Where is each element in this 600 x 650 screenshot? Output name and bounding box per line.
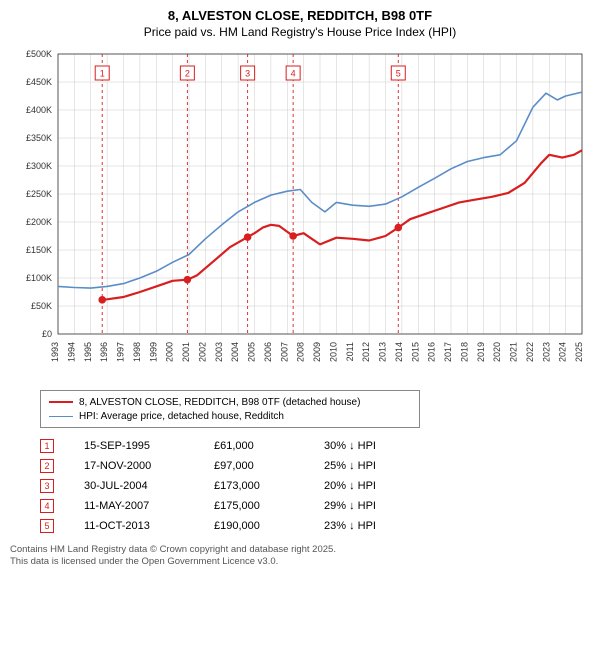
- svg-text:1: 1: [100, 69, 105, 79]
- sale-diff: 25% ↓ HPI: [324, 460, 414, 472]
- svg-text:2007: 2007: [279, 342, 289, 362]
- svg-text:2001: 2001: [181, 342, 191, 362]
- svg-text:2006: 2006: [263, 342, 273, 362]
- sale-marker: 1: [40, 439, 54, 453]
- svg-text:2020: 2020: [492, 342, 502, 362]
- legend-swatch: [49, 401, 73, 403]
- svg-text:£400K: £400K: [26, 105, 52, 115]
- sale-date: 11-OCT-2013: [84, 520, 184, 532]
- sale-diff: 20% ↓ HPI: [324, 480, 414, 492]
- title-line2: Price paid vs. HM Land Registry's House …: [10, 25, 590, 41]
- svg-text:2009: 2009: [312, 342, 322, 362]
- svg-text:1994: 1994: [66, 342, 76, 362]
- sale-date: 30-JUL-2004: [84, 480, 184, 492]
- sale-row: 5 11-OCT-2013 £190,000 23% ↓ HPI: [40, 516, 590, 536]
- svg-text:£200K: £200K: [26, 217, 52, 227]
- sale-marker: 3: [40, 479, 54, 493]
- svg-text:2010: 2010: [328, 342, 338, 362]
- svg-text:2016: 2016: [427, 342, 437, 362]
- svg-text:£500K: £500K: [26, 49, 52, 59]
- sale-price: £97,000: [214, 460, 294, 472]
- svg-text:£0: £0: [42, 329, 52, 339]
- svg-text:2019: 2019: [476, 342, 486, 362]
- sale-row: 3 30-JUL-2004 £173,000 20% ↓ HPI: [40, 476, 590, 496]
- svg-text:£50K: £50K: [31, 301, 52, 311]
- sale-diff: 23% ↓ HPI: [324, 520, 414, 532]
- footnote: Contains HM Land Registry data © Crown c…: [10, 544, 590, 567]
- svg-text:2004: 2004: [230, 342, 240, 362]
- chart-title: 8, ALVESTON CLOSE, REDDITCH, B98 0TF Pri…: [10, 8, 590, 40]
- price-chart: £0 £50K £100K £150K £200K £250K £300K £350K £400…: [10, 44, 590, 384]
- sale-marker: 4: [40, 499, 54, 513]
- svg-text:£100K: £100K: [26, 273, 52, 283]
- svg-text:1999: 1999: [148, 342, 158, 362]
- sale-marker: 5: [40, 519, 54, 533]
- svg-text:£450K: £450K: [26, 77, 52, 87]
- footnote-line1: Contains HM Land Registry data © Crown c…: [10, 544, 590, 555]
- svg-text:1995: 1995: [83, 342, 93, 362]
- svg-text:2000: 2000: [165, 342, 175, 362]
- sale-date: 15-SEP-1995: [84, 440, 184, 452]
- svg-text:2013: 2013: [378, 342, 388, 362]
- svg-text:1998: 1998: [132, 342, 142, 362]
- sale-price: £175,000: [214, 500, 294, 512]
- title-line1: 8, ALVESTON CLOSE, REDDITCH, B98 0TF: [10, 8, 590, 25]
- svg-text:2022: 2022: [525, 342, 535, 362]
- legend-label: 8, ALVESTON CLOSE, REDDITCH, B98 0TF (de…: [79, 397, 360, 408]
- sale-diff: 29% ↓ HPI: [324, 500, 414, 512]
- svg-text:1996: 1996: [99, 342, 109, 362]
- svg-text:4: 4: [291, 69, 296, 79]
- legend: 8, ALVESTON CLOSE, REDDITCH, B98 0TF (de…: [40, 390, 420, 428]
- legend-row: HPI: Average price, detached house, Redd…: [49, 409, 411, 423]
- svg-text:2015: 2015: [410, 342, 420, 362]
- svg-text:2008: 2008: [296, 342, 306, 362]
- svg-text:1997: 1997: [116, 342, 126, 362]
- svg-text:2025: 2025: [574, 342, 584, 362]
- sale-row: 4 11-MAY-2007 £175,000 29% ↓ HPI: [40, 496, 590, 516]
- svg-text:2: 2: [185, 69, 190, 79]
- sale-row: 1 15-SEP-1995 £61,000 30% ↓ HPI: [40, 436, 590, 456]
- svg-text:2011: 2011: [345, 342, 355, 361]
- chart-area: £0 £50K £100K £150K £200K £250K £300K £350K £400…: [10, 44, 590, 384]
- legend-label: HPI: Average price, detached house, Redd…: [79, 411, 284, 422]
- svg-text:2005: 2005: [247, 342, 257, 362]
- sale-price: £190,000: [214, 520, 294, 532]
- svg-text:2014: 2014: [394, 342, 404, 362]
- svg-text:2024: 2024: [558, 342, 568, 362]
- svg-text:£300K: £300K: [26, 161, 52, 171]
- svg-text:2021: 2021: [509, 342, 519, 362]
- svg-text:2023: 2023: [541, 342, 551, 362]
- svg-text:£250K: £250K: [26, 189, 52, 199]
- sale-diff: 30% ↓ HPI: [324, 440, 414, 452]
- svg-text:£350K: £350K: [26, 133, 52, 143]
- sale-price: £61,000: [214, 440, 294, 452]
- footnote-line2: This data is licensed under the Open Gov…: [10, 556, 590, 567]
- svg-text:£150K: £150K: [26, 245, 52, 255]
- svg-text:3: 3: [245, 69, 250, 79]
- legend-swatch: [49, 416, 73, 417]
- svg-text:1993: 1993: [50, 342, 60, 362]
- svg-text:5: 5: [396, 69, 401, 79]
- svg-text:2003: 2003: [214, 342, 224, 362]
- sale-marker: 2: [40, 459, 54, 473]
- svg-text:2012: 2012: [361, 342, 371, 362]
- legend-row: 8, ALVESTON CLOSE, REDDITCH, B98 0TF (de…: [49, 395, 411, 409]
- sale-date: 11-MAY-2007: [84, 500, 184, 512]
- sale-row: 2 17-NOV-2000 £97,000 25% ↓ HPI: [40, 456, 590, 476]
- sale-price: £173,000: [214, 480, 294, 492]
- sales-table: 1 15-SEP-1995 £61,000 30% ↓ HPI 2 17-NOV-2000…: [40, 436, 590, 536]
- svg-text:2018: 2018: [459, 342, 469, 362]
- svg-text:2017: 2017: [443, 342, 453, 362]
- svg-text:2002: 2002: [197, 342, 207, 362]
- sale-date: 17-NOV-2000: [84, 460, 184, 472]
